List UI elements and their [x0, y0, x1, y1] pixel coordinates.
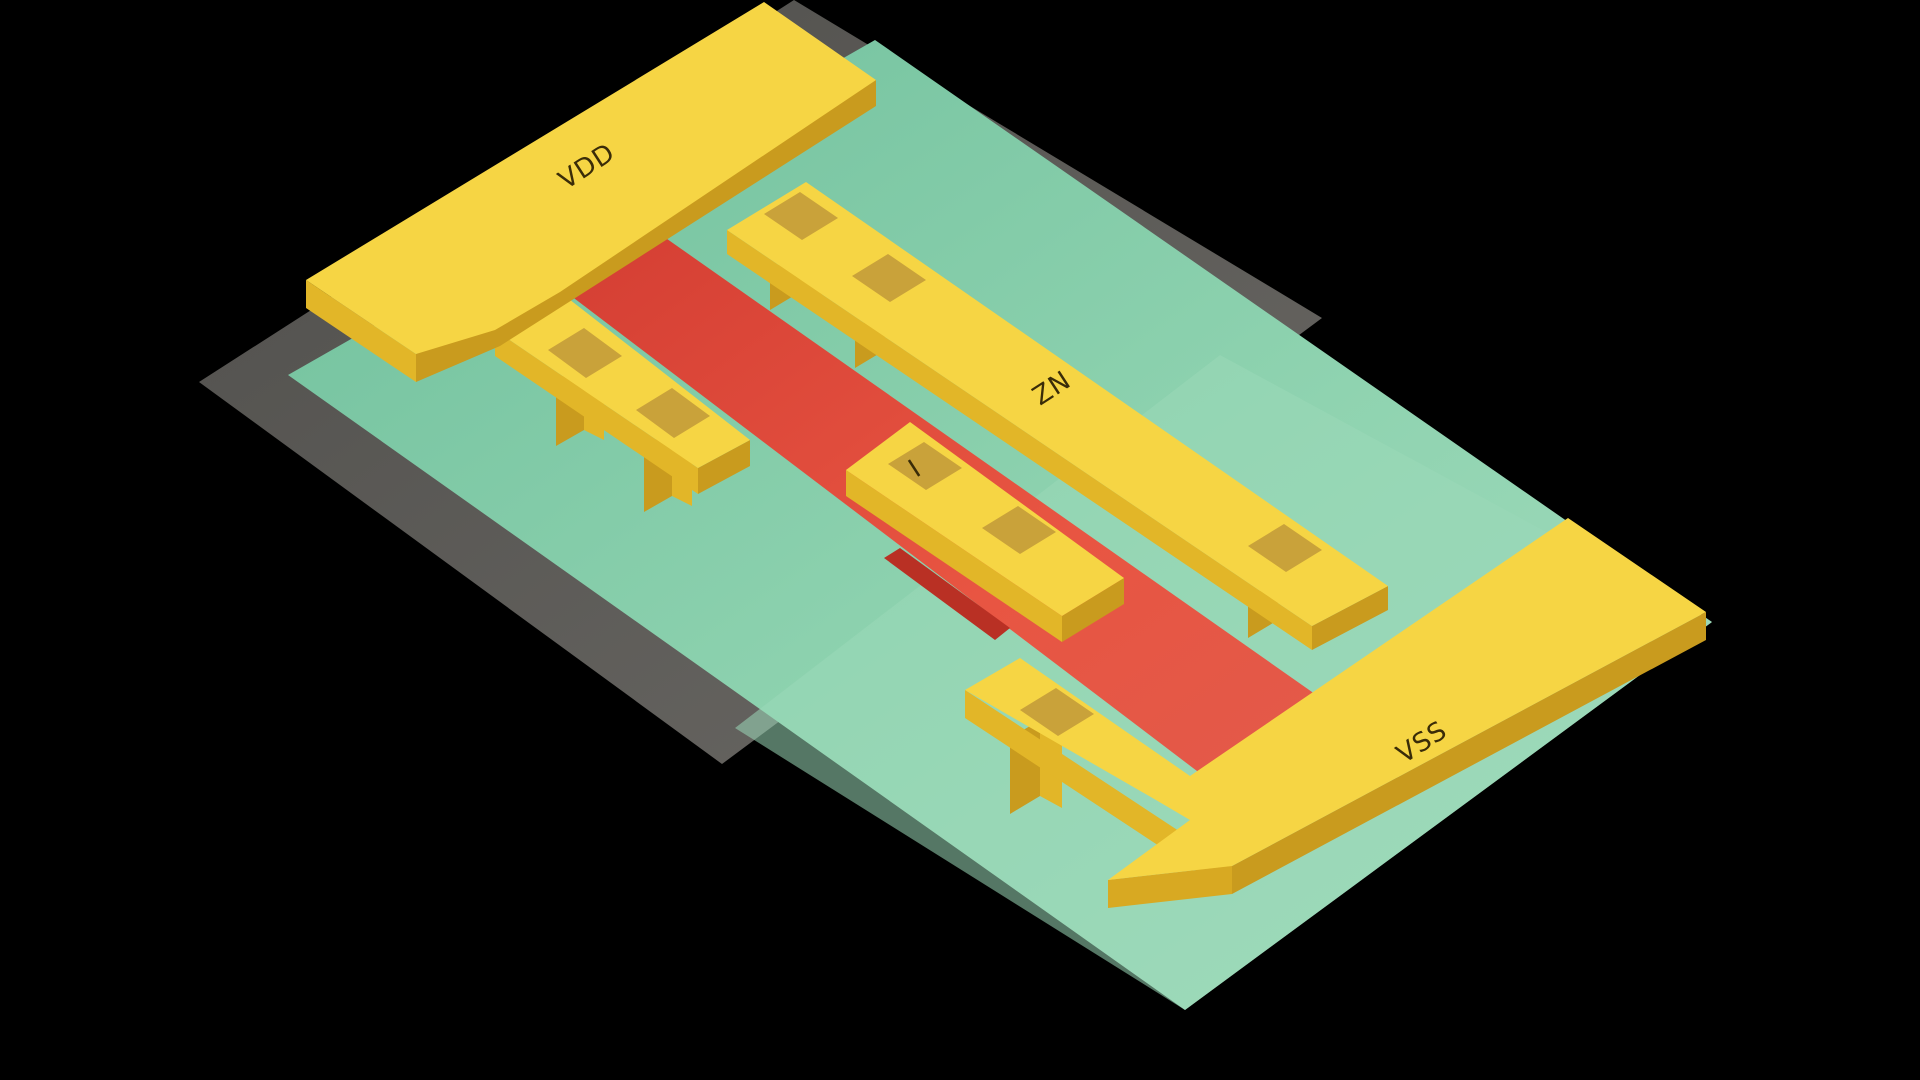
vdd-rail-side-right — [500, 80, 876, 346]
poly-gate-step — [884, 548, 1010, 640]
input-via — [888, 442, 962, 490]
input-bar: I — [846, 422, 1124, 642]
nmos-via — [1020, 688, 1094, 736]
zn-via — [764, 192, 838, 240]
vss-rail-top — [965, 518, 1706, 880]
vdd-rail-top — [306, 2, 876, 354]
pmos-bar-side — [495, 330, 698, 494]
vss-rail-side-front — [1232, 612, 1706, 894]
zn-via — [852, 254, 926, 302]
zn-rail-side-front — [1312, 586, 1388, 650]
vdd-rail-side — [306, 280, 416, 382]
zn-rail: ZN — [727, 182, 1388, 650]
zn-via — [1248, 524, 1322, 572]
vdd-rail: VDD — [306, 2, 876, 382]
pmos-contact-bar — [495, 292, 750, 512]
input-bar-side — [846, 470, 1062, 642]
zn-rail-side — [727, 230, 1312, 650]
pmos-via — [548, 328, 622, 378]
vss-rail: VSS — [965, 518, 1706, 908]
pmos-bar-side-front — [698, 440, 750, 494]
input-via — [982, 506, 1056, 554]
pmos-via — [636, 388, 710, 438]
input-bar-side-front — [1062, 578, 1124, 642]
